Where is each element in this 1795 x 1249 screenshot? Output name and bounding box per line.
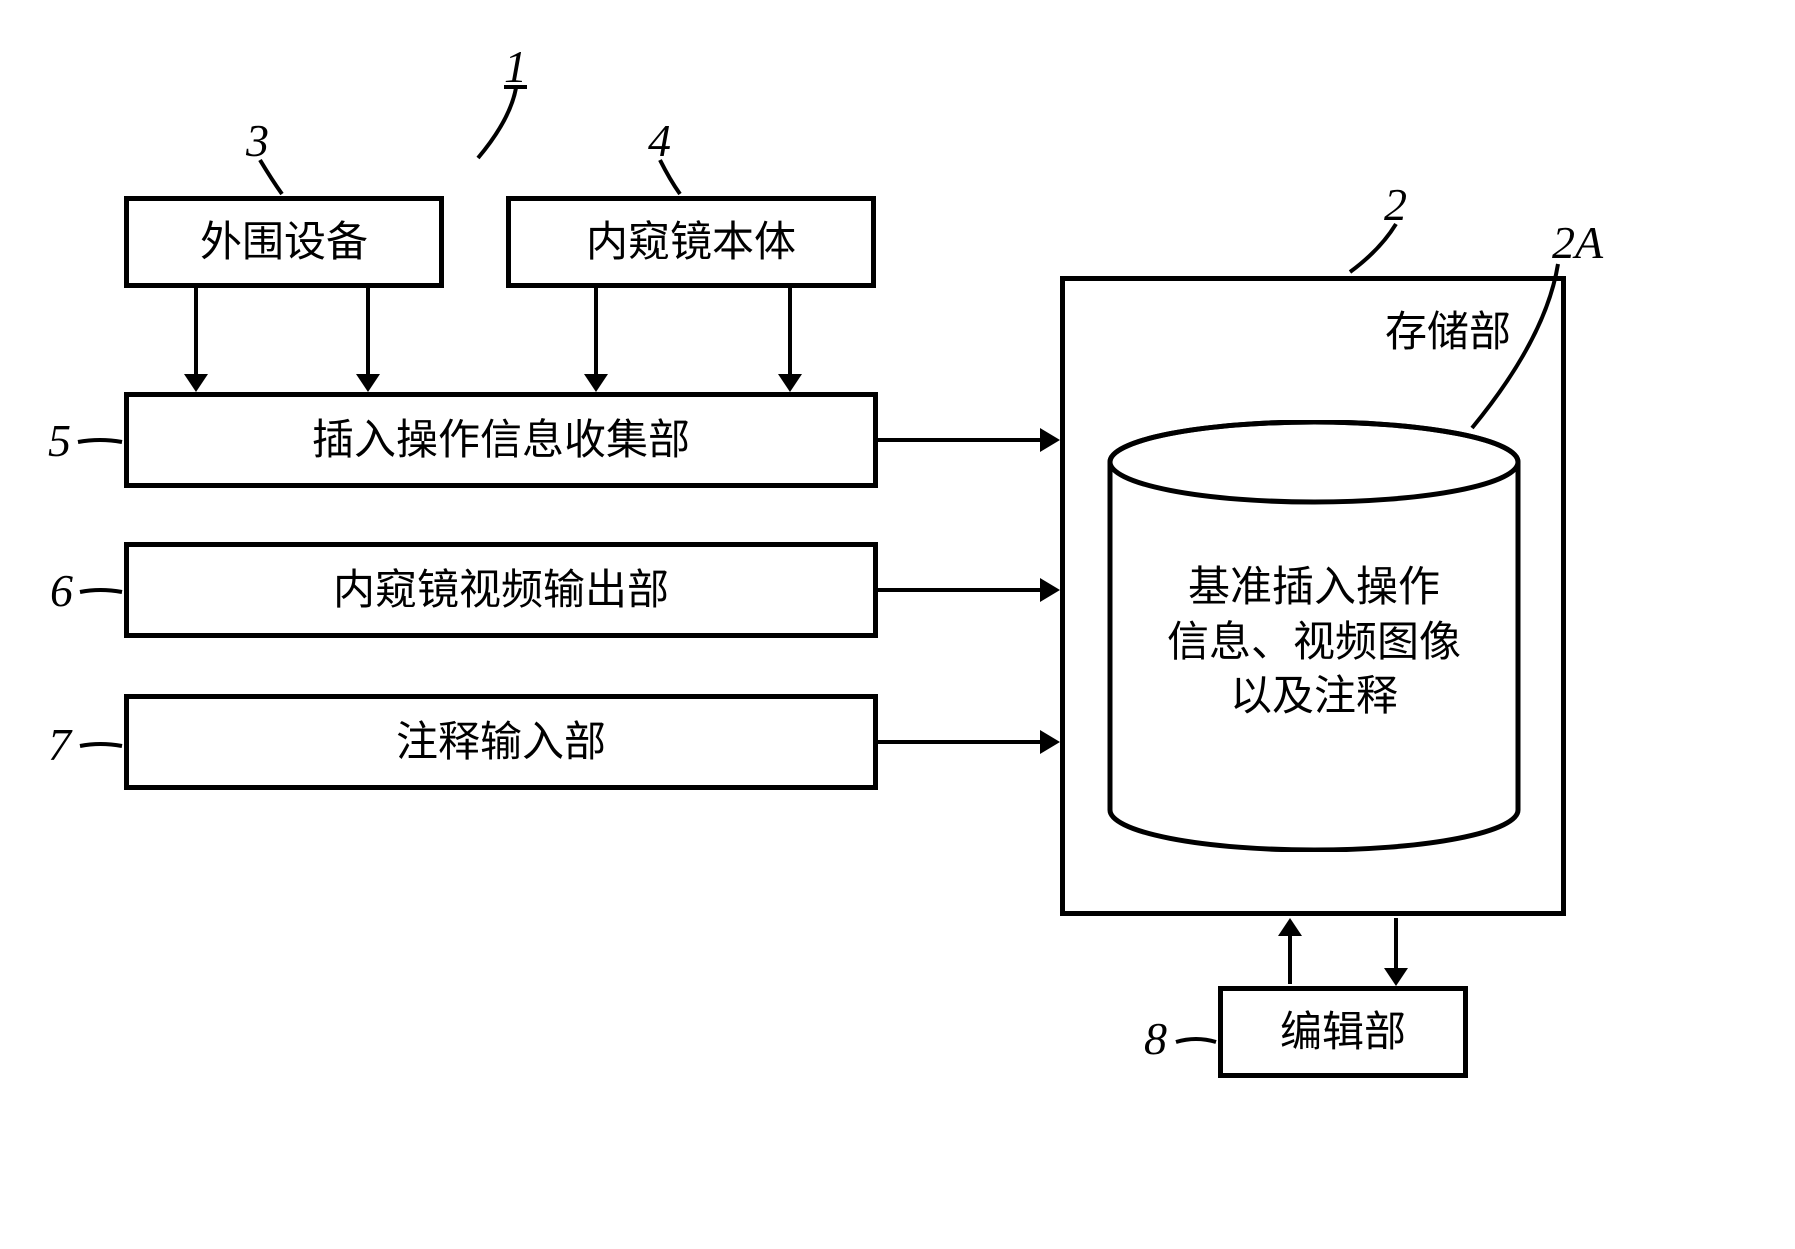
box-peripheral: 外围设备 [124, 196, 444, 288]
box-storage-title: 存储部 [1385, 305, 1511, 360]
cylinder-text: 基准插入操作 信息、视频图像 以及注释 [1106, 560, 1522, 724]
box-collection-text: 插入操作信息收集部 [312, 413, 690, 468]
ref-label-2: 2 [1384, 178, 1407, 231]
ref-label-1: 1 [504, 40, 527, 93]
ref-label-6: 6 [50, 564, 73, 617]
ref-label-4: 4 [648, 114, 671, 167]
ref-label-3: 3 [246, 114, 269, 167]
ref-label-2a: 2A [1552, 216, 1603, 269]
box-video-output: 内窥镜视频输出部 [124, 542, 878, 638]
box-annotation-input-text: 注释输入部 [396, 715, 606, 770]
box-endoscope-body-text: 内窥镜本体 [586, 215, 796, 270]
box-collection: 插入操作信息收集部 [124, 392, 878, 488]
box-video-output-text: 内窥镜视频输出部 [333, 563, 669, 618]
box-editor: 编辑部 [1218, 986, 1468, 1078]
box-peripheral-text: 外围设备 [200, 215, 368, 270]
ref-label-7: 7 [48, 718, 71, 771]
box-endoscope-body: 内窥镜本体 [506, 196, 876, 288]
ref-label-8: 8 [1144, 1012, 1167, 1065]
box-annotation-input: 注释输入部 [124, 694, 878, 790]
box-editor-text: 编辑部 [1280, 1005, 1406, 1060]
cylinder-database: 基准插入操作 信息、视频图像 以及注释 [1106, 420, 1522, 852]
ref-label-5: 5 [48, 414, 71, 467]
